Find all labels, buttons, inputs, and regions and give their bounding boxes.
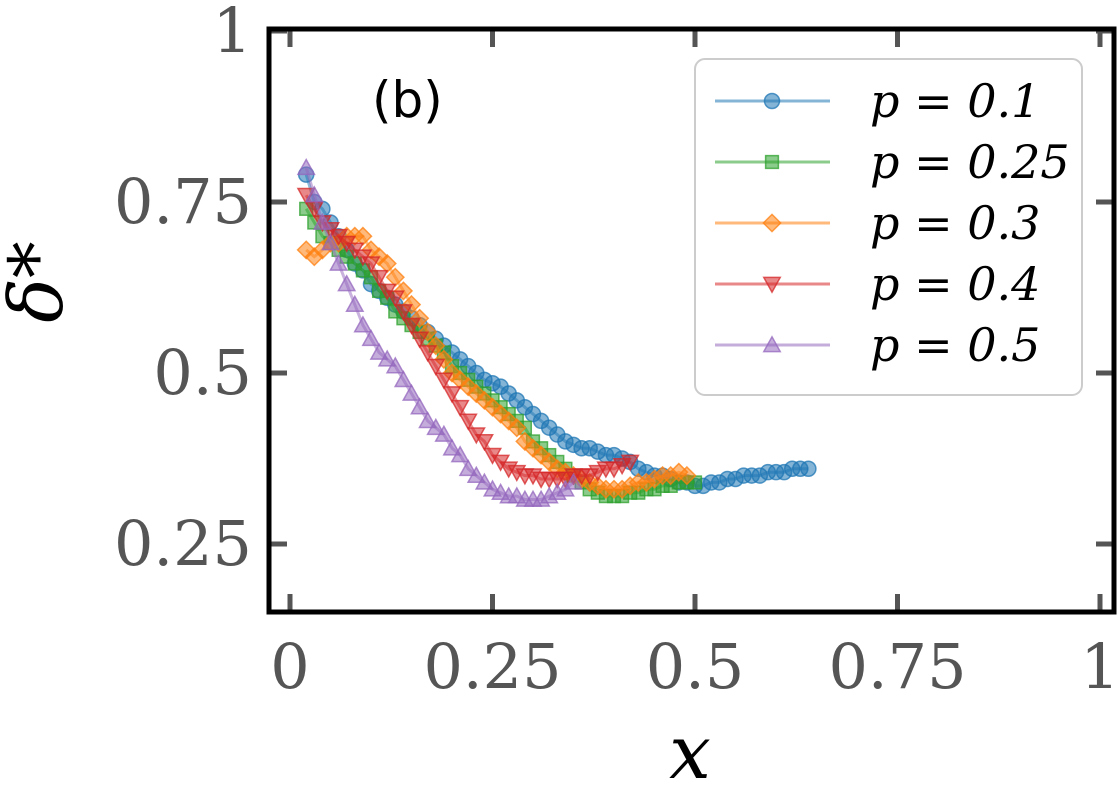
legend-label: p = 0.1 bbox=[870, 74, 1040, 128]
legend-marker bbox=[763, 92, 781, 110]
legend-box bbox=[694, 58, 1083, 396]
legend: p = 0.1 p = 0.25 p = 0.3 p = 0.4 p = 0.5 bbox=[694, 58, 1083, 396]
x-tick-label: 1 bbox=[1080, 630, 1119, 703]
data-point bbox=[312, 212, 332, 230]
legend-entry: p = 0.25 bbox=[715, 135, 1070, 189]
data-point bbox=[361, 329, 381, 347]
data-point bbox=[458, 413, 478, 431]
data-point bbox=[393, 370, 413, 388]
legend-label: p = 0.3 bbox=[870, 196, 1040, 250]
data-point bbox=[410, 397, 430, 415]
data-point bbox=[361, 256, 381, 274]
data-point bbox=[426, 417, 446, 436]
data-point bbox=[418, 345, 438, 363]
data-point bbox=[401, 383, 422, 401]
y-tick-label: 1 bbox=[213, 0, 252, 67]
data-point bbox=[450, 399, 470, 417]
data-point bbox=[466, 465, 486, 483]
data-point bbox=[474, 472, 494, 490]
data-point bbox=[434, 424, 454, 442]
data-point bbox=[296, 158, 316, 176]
x-tick-label: 0.5 bbox=[646, 630, 745, 703]
legend-label: p = 0.4 bbox=[870, 257, 1040, 311]
data-point bbox=[418, 411, 438, 429]
x-tick-label: 0 bbox=[270, 630, 309, 703]
data-point bbox=[345, 294, 365, 312]
data-point bbox=[442, 438, 462, 456]
y-tick-label: 0.75 bbox=[114, 165, 252, 238]
data-point bbox=[369, 342, 389, 360]
data-point bbox=[353, 315, 373, 333]
data-point bbox=[563, 472, 584, 490]
data-point bbox=[410, 331, 430, 349]
data-point bbox=[393, 304, 413, 322]
data-point bbox=[442, 386, 462, 404]
plot-frame bbox=[266, 26, 1117, 615]
legend-marker bbox=[764, 154, 780, 170]
data-point bbox=[385, 290, 405, 308]
y-tick-label: 0.25 bbox=[114, 507, 252, 580]
legend-marker bbox=[762, 335, 782, 353]
x-tick-label: 0.25 bbox=[423, 630, 561, 703]
series-5 bbox=[296, 158, 584, 507]
legend-marker bbox=[762, 276, 782, 294]
legend-entry: p = 0.4 bbox=[715, 257, 1040, 311]
data-point bbox=[426, 358, 446, 376]
data-point bbox=[377, 349, 397, 367]
legend-entry: p = 0.5 bbox=[715, 318, 1040, 372]
data-point bbox=[800, 460, 817, 478]
data-point bbox=[620, 454, 640, 472]
data-point bbox=[474, 434, 494, 452]
legend-label: p = 0.5 bbox=[870, 318, 1040, 372]
data-point bbox=[401, 317, 422, 335]
tick-labels: 0 0.25 0.5 0.75 10.250.50.751 bbox=[114, 0, 1119, 703]
y-axis-label: δ* bbox=[0, 241, 80, 323]
x-tick-label: 0.75 bbox=[828, 630, 966, 703]
data-point bbox=[320, 233, 341, 251]
panel-label: (b) bbox=[372, 71, 443, 129]
data-point bbox=[677, 465, 697, 486]
legend-entry: p = 0.3 bbox=[715, 196, 1040, 250]
y-tick-label: 0.5 bbox=[153, 336, 252, 409]
series-layer bbox=[296, 158, 817, 507]
x-axis-label: x bbox=[669, 710, 711, 788]
data-point bbox=[337, 274, 357, 292]
data-point bbox=[304, 185, 324, 203]
legend-label: p = 0.25 bbox=[870, 135, 1070, 189]
data-point bbox=[507, 418, 527, 438]
data-point bbox=[385, 356, 405, 374]
data-point bbox=[329, 253, 349, 271]
data-point bbox=[369, 269, 389, 288]
ticks bbox=[269, 28, 1114, 612]
data-point bbox=[450, 445, 470, 463]
legend-marker bbox=[762, 213, 782, 233]
data-point bbox=[434, 372, 454, 390]
data-point bbox=[458, 458, 478, 477]
legend-entry: p = 0.1 bbox=[715, 74, 1040, 128]
